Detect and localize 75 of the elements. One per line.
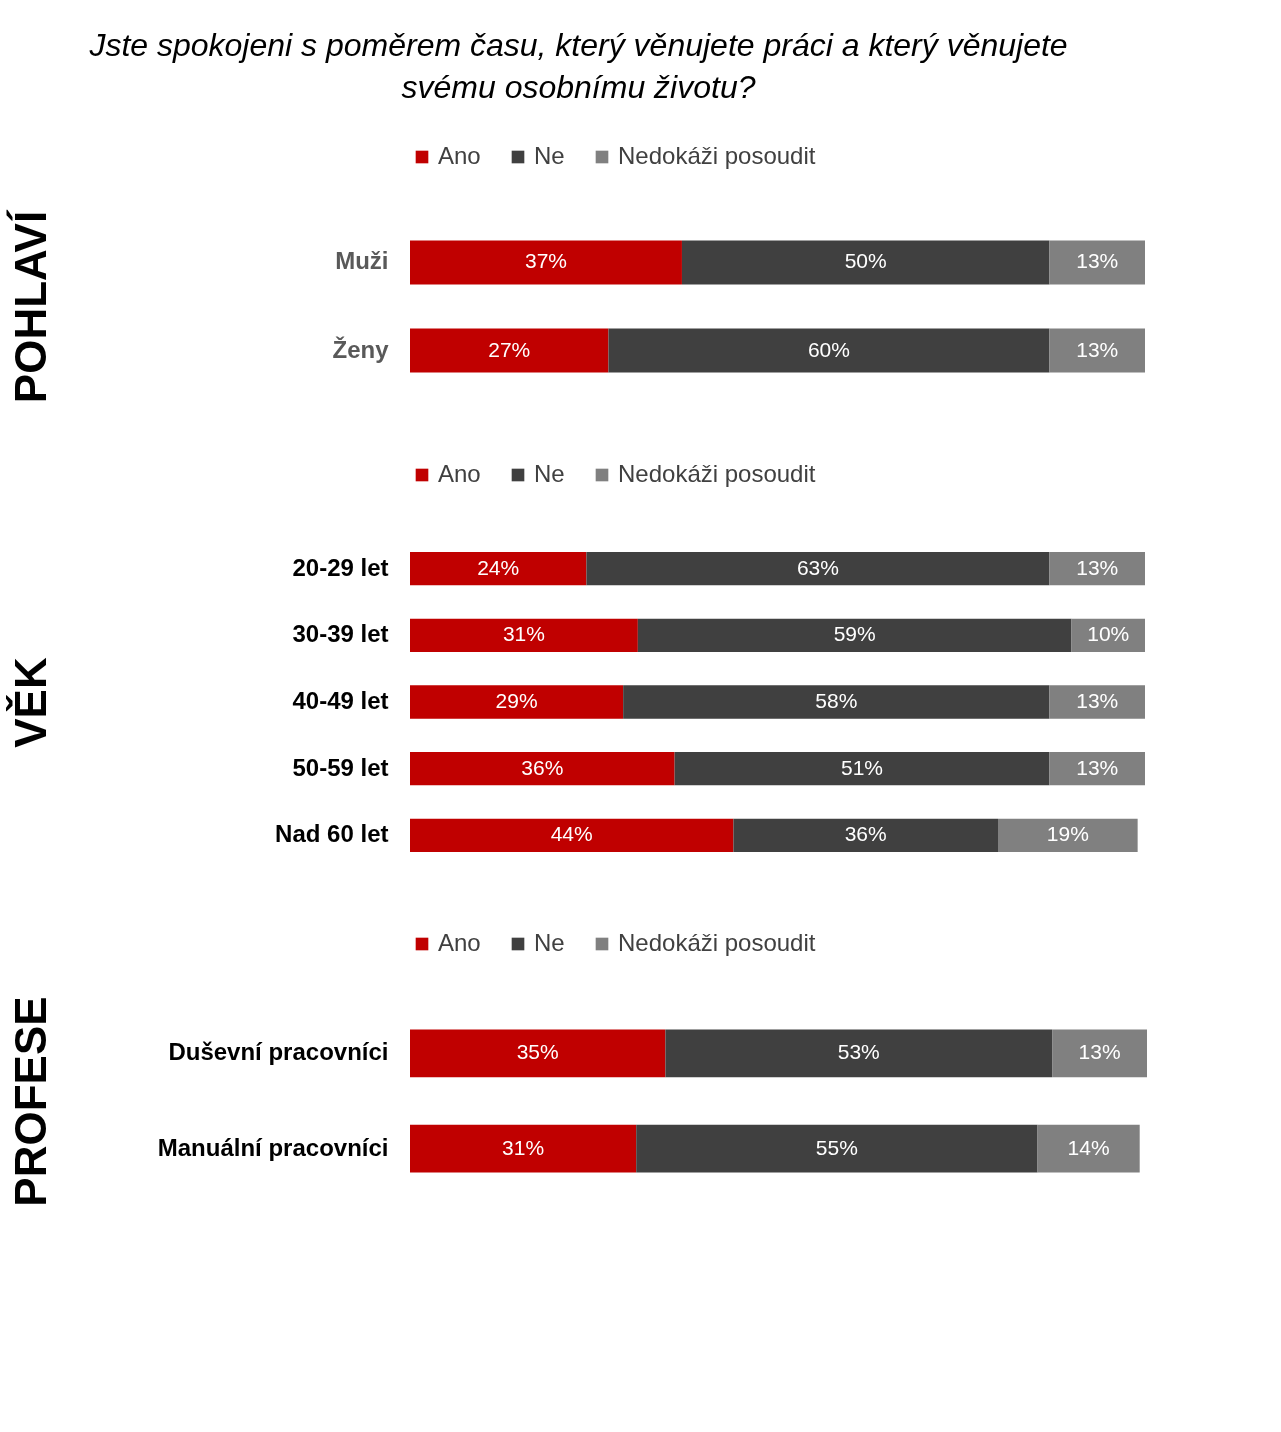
y-tick-label: Manuální pracovníci	[157, 1133, 389, 1161]
bar	[1037, 1124, 1140, 1173]
legend-label: Nedokáži posoudit	[618, 142, 816, 169]
y-tick-label: 50-59 let	[292, 753, 389, 781]
y-axis-title: PROFESE	[5, 996, 55, 1207]
y-tick-label: Nad 60 let	[275, 820, 389, 848]
y-tick-label: 20-29 let	[292, 553, 389, 581]
bar	[681, 240, 1050, 285]
data-label: 36%	[844, 822, 887, 846]
bar	[1049, 685, 1145, 719]
data-label: 13%	[1076, 689, 1119, 712]
bar	[733, 818, 998, 852]
data-label: 27%	[488, 337, 531, 361]
legend-label: Ano	[438, 142, 481, 169]
data-label: 10%	[1087, 622, 1130, 646]
y-axis-title: VĚK	[5, 657, 55, 748]
bar	[1049, 552, 1145, 586]
data-label: 58%	[815, 689, 858, 712]
data-label: 50%	[844, 249, 887, 273]
bar	[410, 328, 609, 373]
bar	[410, 1124, 637, 1173]
data-label: 13%	[1076, 337, 1119, 361]
data-label: 13%	[1076, 249, 1119, 273]
bar	[1049, 752, 1145, 786]
bar	[410, 1029, 666, 1078]
bar	[410, 685, 624, 719]
data-label: 59%	[833, 622, 876, 646]
bar	[674, 752, 1050, 786]
bar	[586, 552, 1050, 586]
bar	[637, 618, 1072, 652]
data-label: 51%	[841, 755, 884, 779]
bar	[1049, 240, 1145, 285]
y-tick-label: 40-49 let	[292, 687, 389, 714]
y-tick-label: 30-39 let	[292, 620, 389, 648]
bar	[1052, 1029, 1147, 1078]
data-label: 53%	[837, 1040, 880, 1064]
legend-label: Nedokáži posoudit	[618, 460, 816, 487]
bar	[410, 552, 587, 586]
legend-label: Nedokáži posoudit	[618, 929, 816, 956]
data-label: 63%	[796, 555, 839, 579]
bar	[410, 752, 675, 786]
y-axis-title: POHLAVÍ	[5, 209, 55, 404]
legend-label: Ano	[438, 460, 481, 487]
y-tick-label: Duševní pracovníci	[168, 1038, 389, 1066]
data-label: 13%	[1078, 1040, 1121, 1064]
bar	[623, 685, 1050, 719]
bar	[410, 240, 682, 285]
data-label: 29%	[495, 689, 538, 712]
legend-label: Ne	[534, 142, 565, 169]
data-label: 44%	[550, 822, 593, 846]
y-tick-label: Muži	[335, 247, 389, 275]
bar	[410, 618, 638, 652]
data-label: 14%	[1067, 1135, 1110, 1159]
data-label: 31%	[502, 622, 545, 646]
bar	[410, 818, 734, 852]
bar	[665, 1029, 1053, 1078]
data-label: 13%	[1076, 555, 1119, 579]
data-label: 19%	[1046, 822, 1089, 846]
data-label: 36%	[521, 755, 564, 779]
chart-title: Jste spokojeni s poměrem času, který věnujete práci a který věnujete svému osobnímu životu?	[88, 27, 1068, 105]
data-label: 13%	[1076, 755, 1119, 779]
data-label: 55%	[815, 1135, 858, 1159]
data-label: 35%	[516, 1040, 559, 1064]
data-label: 37%	[524, 249, 567, 273]
data-label: 24%	[477, 555, 520, 579]
legend-label: Ano	[438, 929, 481, 956]
data-label: 60%	[807, 337, 850, 361]
y-tick-label: Ženy	[332, 335, 390, 363]
bar	[636, 1124, 1038, 1173]
bar	[608, 328, 1050, 373]
legend-label: Ne	[534, 929, 565, 956]
legend-label: Ne	[534, 460, 565, 487]
bar	[1049, 328, 1145, 373]
data-label: 31%	[502, 1135, 545, 1159]
bar	[998, 818, 1138, 852]
